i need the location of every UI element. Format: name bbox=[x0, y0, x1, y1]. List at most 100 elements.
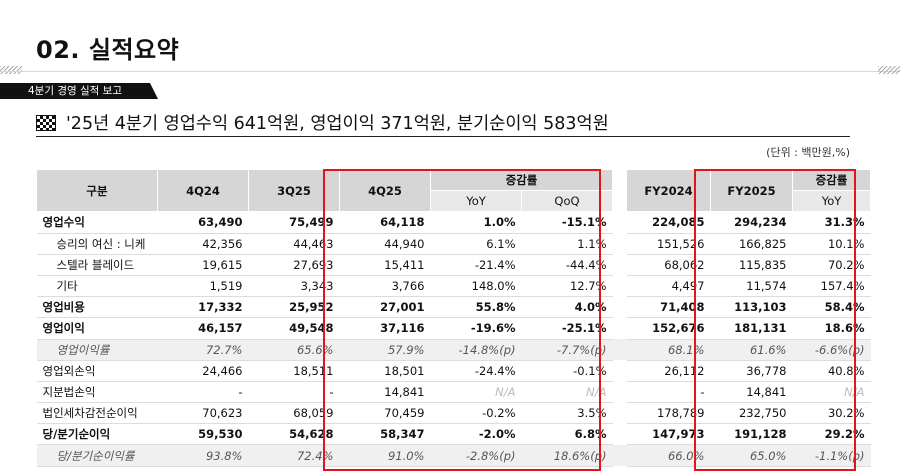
column-gap bbox=[612, 275, 627, 297]
table-cell: 166,825 bbox=[710, 233, 793, 255]
table-cell: -44.4% bbox=[521, 254, 613, 276]
table-cell: N/A bbox=[792, 381, 871, 404]
table-cell: 93.8% bbox=[157, 444, 249, 467]
column-gap bbox=[612, 360, 627, 382]
header-4q24: 4Q24 bbox=[157, 168, 249, 213]
table-cell: 44,940 bbox=[339, 233, 431, 255]
table-cell: 40.8% bbox=[792, 360, 871, 382]
table-cell: 54,628 bbox=[248, 423, 340, 446]
table-cell: 1,519 bbox=[157, 275, 249, 298]
table-cell: N/A bbox=[430, 381, 522, 404]
table-cell: 55.8% bbox=[430, 296, 522, 319]
table-cell: 15,411 bbox=[339, 254, 431, 276]
left-rule-ornament bbox=[0, 66, 22, 74]
table-cell: 29.2% bbox=[792, 423, 871, 446]
row-label: 당/분기순이익 bbox=[36, 423, 158, 446]
header-4q25: 4Q25 bbox=[339, 168, 431, 213]
table-cell: 18.6%(p) bbox=[521, 444, 613, 467]
header-qoq: QoQ bbox=[521, 190, 613, 213]
table-cell: 75,499 bbox=[248, 211, 340, 234]
column-gap bbox=[612, 233, 627, 255]
table-row: 영업이익률 72.7% 65.6% 57.9% -14.8%(p) -7.7%(p) 68.… bbox=[36, 339, 871, 361]
table-cell: 27,001 bbox=[339, 296, 431, 319]
table-cell: 10.1% bbox=[792, 233, 871, 255]
row-label: 승리의 여신 : 니케 bbox=[36, 233, 158, 255]
table-cell: -1.1%(p) bbox=[792, 444, 871, 467]
table-cell: 151,526 bbox=[626, 233, 711, 255]
section-tag: 4분기 경영 실적 보고 bbox=[0, 83, 158, 99]
checkered-flag-icon bbox=[36, 114, 56, 131]
table-cell: 6.1% bbox=[430, 233, 522, 255]
table-cell: 64,118 bbox=[339, 211, 431, 234]
header-yoy: YoY bbox=[430, 190, 522, 213]
header-category: 구분 bbox=[36, 168, 158, 213]
column-gap bbox=[612, 296, 627, 318]
table-row: 스텔라 블레이드 19,615 27,693 15,411 -21.4% -44.4% 68… bbox=[36, 254, 871, 276]
table-cell: -2.8%(p) bbox=[430, 444, 522, 467]
table-row: 영업외손익 24,466 18,511 18,501 -24.4% -0.1% 26,112… bbox=[36, 360, 871, 382]
table-cell: 31.3% bbox=[792, 211, 871, 234]
table-cell: 113,103 bbox=[710, 296, 793, 319]
table-cell: 68,062 bbox=[626, 254, 711, 276]
table-cell: 178,789 bbox=[626, 402, 711, 425]
table-row: 영업수익 63,490 75,499 64,118 1.0% -15.1% 224,085 2… bbox=[36, 211, 871, 234]
header-gap bbox=[612, 169, 627, 212]
table-row: 당/분기순이익률 93.8% 72.4% 91.0% -2.8%(p) 18.6%(p) 6… bbox=[36, 444, 871, 467]
header-fy-yoy: YoY bbox=[792, 190, 871, 213]
table-cell: 46,157 bbox=[157, 317, 249, 340]
row-label: 스텔라 블레이드 bbox=[36, 254, 158, 276]
table-cell: 26,112 bbox=[626, 360, 711, 382]
table-cell: 152,676 bbox=[626, 317, 711, 340]
table-cell: 65.0% bbox=[710, 444, 793, 467]
table-cell: -6.6%(p) bbox=[792, 339, 871, 361]
table-cell: -21.4% bbox=[430, 254, 522, 276]
table-cell: 1.0% bbox=[430, 211, 522, 234]
table-cell: 70,459 bbox=[339, 402, 431, 425]
table-cell: 58.4% bbox=[792, 296, 871, 319]
table-cell: -15.1% bbox=[521, 211, 613, 234]
row-label: 영업수익 bbox=[36, 211, 158, 234]
column-gap bbox=[612, 317, 627, 339]
row-label: 영업외손익 bbox=[36, 360, 158, 382]
table-cell: 57.9% bbox=[339, 339, 431, 361]
table-cell: 14,841 bbox=[339, 381, 431, 404]
table-cell: 3,343 bbox=[248, 275, 340, 298]
table-cell: 44,463 bbox=[248, 233, 340, 255]
column-gap bbox=[612, 423, 627, 445]
table-cell: 6.8% bbox=[521, 423, 613, 446]
table-cell: 68.1% bbox=[626, 339, 711, 361]
results-table: 구분 4Q24 3Q25 4Q25 증감률 FY2024 FY2025 증감률 … bbox=[36, 168, 871, 467]
table-row: 지분법손익 - -14,841 N/A N/A -14,841 N/A bbox=[36, 381, 871, 404]
table-cell: 37,116 bbox=[339, 317, 431, 340]
table-cell: 25,952 bbox=[248, 296, 340, 319]
table-row: 법인세차감전순이익 70,623 68,059 70,459 -0.2% 3.5% 178,… bbox=[36, 402, 871, 425]
results-table-body: 영업수익 63,490 75,499 64,118 1.0% -15.1% 224,085 2… bbox=[36, 211, 871, 467]
column-gap bbox=[612, 381, 627, 403]
table-cell: 70,623 bbox=[157, 402, 249, 425]
table-cell: 71,408 bbox=[626, 296, 711, 319]
table-cell: 18.6% bbox=[792, 317, 871, 340]
table-cell: 224,085 bbox=[626, 211, 711, 234]
table-cell: 115,835 bbox=[710, 254, 793, 276]
column-gap bbox=[612, 339, 627, 361]
table-cell: 68,059 bbox=[248, 402, 340, 425]
headline-text: '25년 4분기 영업수익 641억원, 영업이익 371억원, 분기순이익 5… bbox=[66, 114, 609, 134]
row-label: 법인세차감전순이익 bbox=[36, 402, 158, 425]
table-cell: 3,766 bbox=[339, 275, 431, 298]
table-row: 승리의 여신 : 니케 42,356 44,463 44,940 6.1% 1.1% 151… bbox=[36, 233, 871, 255]
table-cell: 191,128 bbox=[710, 423, 793, 446]
header-fy2025: FY2025 bbox=[710, 168, 793, 213]
table-cell: 24,466 bbox=[157, 360, 249, 382]
header-fy2024: FY2024 bbox=[626, 168, 711, 213]
table-cell: - bbox=[157, 381, 249, 404]
table-cell: 294,234 bbox=[710, 211, 793, 234]
table-cell: 42,356 bbox=[157, 233, 249, 255]
table-cell: 66.0% bbox=[626, 444, 711, 467]
header-fy-change: 증감률 bbox=[792, 168, 871, 192]
right-rule-ornament bbox=[878, 66, 900, 74]
table-cell: - bbox=[248, 381, 340, 404]
row-label: 영업이익 bbox=[36, 317, 158, 340]
table-cell: 19,615 bbox=[157, 254, 249, 276]
table-cell: -25.1% bbox=[521, 317, 613, 340]
column-gap bbox=[612, 254, 627, 276]
